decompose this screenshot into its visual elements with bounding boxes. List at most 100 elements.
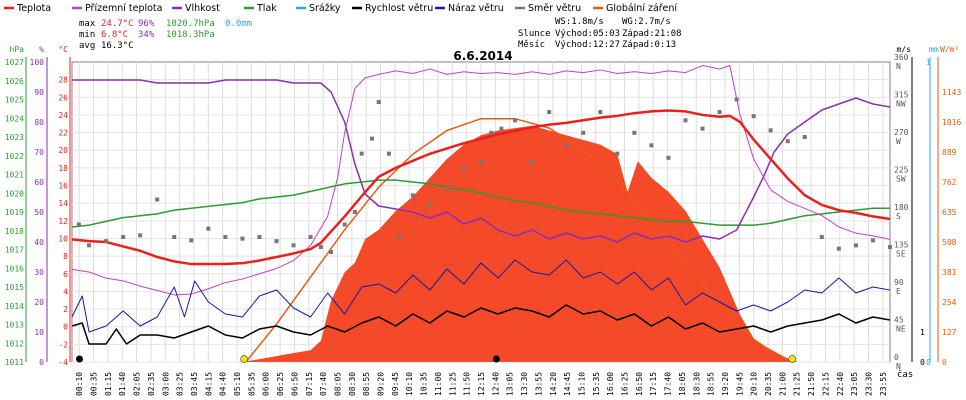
time-tick-label: 12:15 (477, 372, 486, 396)
time-tick-label: 17:15 (649, 372, 658, 396)
pressure-tick-label: 1024 (5, 114, 24, 123)
time-axis-label: čas (897, 369, 913, 380)
direction-tick-label: 180 (894, 203, 909, 212)
pressure-tick-label: 1025 (5, 96, 24, 105)
radiation-tick-label: 1016 (942, 118, 961, 127)
time-tick-label: 03:25 (176, 372, 185, 396)
humidity-tick-label: 100 (30, 58, 45, 67)
pressure-tick-label: 1014 (5, 302, 24, 311)
wind-direction-point (461, 166, 466, 171)
time-tick-label: 01:15 (104, 372, 113, 396)
stat-rain: 0.0mm (225, 19, 252, 29)
time-tick-label: 11:00 (434, 372, 443, 396)
wind-direction-point (87, 243, 92, 248)
legend-label: Vlhkost (185, 3, 220, 14)
time-tick-label: 21:50 (807, 372, 816, 396)
humidity-tick-label: 30 (34, 268, 44, 277)
wind-direction-point (121, 235, 126, 239)
temperature-tick-label: 26 (58, 93, 68, 102)
temperature-tick-label: 16 (58, 182, 68, 191)
wind-direction-point (615, 151, 620, 156)
humidity-tick-label: 20 (34, 298, 44, 307)
wind-direction-point (427, 203, 432, 208)
stat-label: avg (79, 41, 95, 51)
time-tick-label: 09:45 (391, 372, 400, 396)
wind-tick-label: 0 (920, 358, 925, 367)
time-tick-label: 23:30 (864, 372, 873, 396)
pressure-tick-label: 1017 (5, 246, 24, 255)
direction-tick-label: 315 (894, 91, 909, 100)
humidity-unit-label: % (39, 45, 44, 54)
time-tick-label: 02:05 (133, 372, 142, 396)
legend-label: Srážky (309, 3, 341, 14)
time-tick-label: 19:45 (735, 372, 744, 396)
wind-direction-point (240, 236, 245, 241)
wind-direction-point (479, 160, 483, 164)
time-tick-label: 18:05 (678, 372, 687, 396)
time-tick-label: 12:40 (491, 372, 500, 396)
time-tick-label: 18:55 (707, 372, 716, 396)
pressure-tick-label: 1026 (5, 77, 24, 86)
stat-label: min (79, 30, 95, 40)
time-tick-label: 01:40 (118, 372, 127, 396)
radiation-unit-label: W/m² (940, 45, 959, 54)
wind-direction-point (318, 245, 323, 249)
radiation-tick-label: 635 (942, 208, 957, 217)
radiation-tick-label: 1143 (942, 88, 961, 97)
temperature-tick-label: 6 (63, 270, 68, 279)
wind-direction-point (223, 235, 228, 239)
time-tick-label: 13:05 (506, 372, 515, 396)
wind-direction-point (734, 97, 739, 102)
time-tick-label: 22:40 (836, 372, 845, 396)
wind-direction-point (397, 235, 402, 239)
direction-tick-label: 270 (894, 128, 909, 137)
wind-direction-point (853, 243, 858, 248)
direction-name-label: S (896, 212, 901, 221)
time-tick-label: 03:45 (190, 372, 199, 396)
humidity-tick-label: 80 (34, 118, 44, 127)
time-tick-label: 05:35 (247, 372, 256, 396)
time-tick-label: 00:10 (75, 372, 84, 396)
legend-label: Tlak (256, 3, 277, 14)
pressure-tick-label: 1021 (5, 171, 24, 180)
wind-direction-point (257, 235, 262, 239)
temperature-tick-label: 8 (63, 252, 68, 261)
direction-tick-label: 90 (894, 278, 904, 287)
wind-direction-point (499, 126, 504, 131)
sun-set: Západ:21:08 (622, 29, 682, 39)
time-tick-label: 21:25 (793, 372, 802, 396)
rain-tick-label: 0 (926, 358, 931, 367)
time-tick-label: 19:20 (721, 372, 730, 396)
radiation-tick-label: 0 (942, 358, 947, 367)
temperature-tick-label: 4 (63, 287, 68, 296)
rain-tick-label: 1 (926, 58, 931, 67)
stat-temperature: 24.7°C (101, 19, 134, 29)
stat-temperature: 16.3°C (101, 41, 134, 51)
direction-name-label: SW (896, 175, 906, 184)
wind-direction-point (376, 100, 381, 104)
radiation-tick-label: 127 (942, 328, 957, 337)
time-tick-label: 20:10 (750, 372, 759, 396)
pressure-tick-label: 1012 (5, 339, 24, 348)
wind-direction-point (274, 239, 279, 244)
direction-name-label: SE (896, 250, 906, 259)
wind-direction-point (870, 238, 875, 243)
humidity-tick-label: 40 (34, 238, 44, 247)
wind-gust-line (71, 259, 891, 333)
time-tick-label: 08:30 (348, 372, 357, 396)
radiation-tick-label: 381 (942, 268, 957, 277)
wind-direction-point (564, 143, 569, 148)
wind-direction-point (666, 155, 671, 160)
temperature-tick-label: 28 (58, 76, 68, 85)
wind-direction-point (819, 235, 824, 239)
wind-direction-point (581, 130, 586, 135)
direction-tick-label: 45 (894, 316, 904, 325)
time-tick-label: 16:50 (635, 372, 644, 396)
direction-tick-label: 360 (894, 53, 909, 62)
wind-direction-point (700, 126, 705, 131)
wind-direction-point (836, 246, 841, 251)
wind-direction-point (802, 135, 807, 139)
pressure-tick-label: 1011 (5, 358, 24, 367)
stat-pressure: 1018.3hPa (166, 30, 215, 40)
